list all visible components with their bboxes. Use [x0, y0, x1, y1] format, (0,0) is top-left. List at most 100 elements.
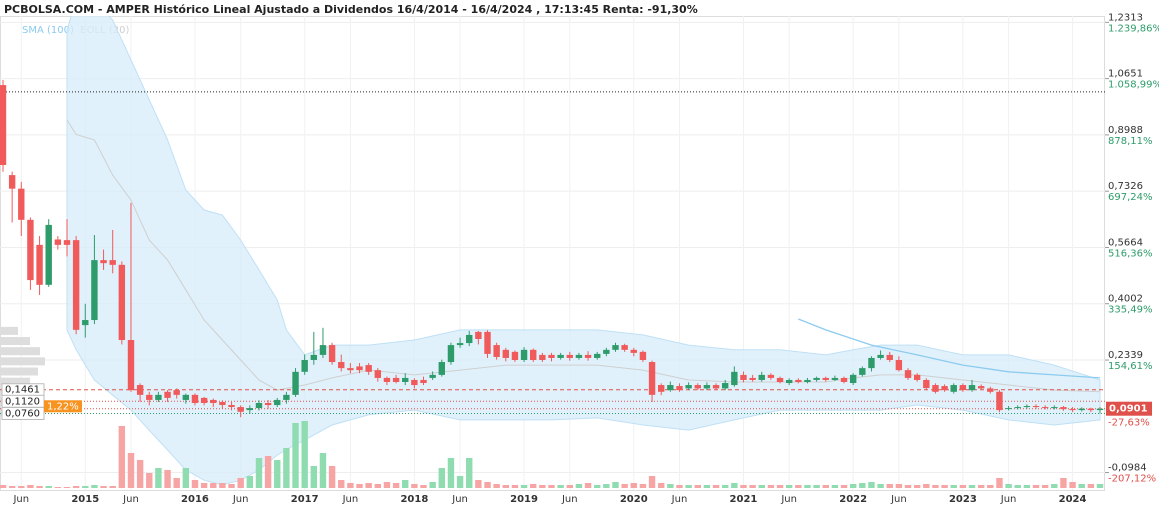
candle-body — [831, 377, 839, 380]
x-tick-label: Jun — [1000, 494, 1017, 505]
volume-bar — [383, 482, 391, 488]
candle-body — [1005, 408, 1012, 410]
volume-bar — [557, 485, 564, 488]
candle-body — [447, 345, 455, 363]
volume-bar — [530, 484, 537, 488]
candle-body — [594, 353, 601, 358]
candle-body — [27, 219, 34, 281]
candle-body — [356, 366, 363, 371]
volume-bar — [932, 485, 939, 488]
candle-body — [264, 402, 272, 406]
volume-bar — [731, 483, 738, 488]
candle-body — [895, 359, 903, 371]
candle-body — [612, 345, 619, 350]
candle-body — [210, 399, 217, 403]
volume-bar — [712, 485, 720, 488]
y-tick-return: 154,61% — [1108, 361, 1153, 372]
candle-body — [45, 224, 52, 285]
volume-bar — [511, 485, 519, 488]
candle-body — [164, 391, 171, 398]
volume-bar — [493, 484, 500, 488]
candle-body — [0, 85, 7, 165]
candle-body — [639, 351, 647, 360]
ref-label: 0,1461 — [5, 385, 40, 396]
candle-body — [932, 385, 939, 392]
volume-bar — [274, 460, 281, 488]
volume-bar — [822, 485, 829, 488]
candle-body — [877, 354, 884, 358]
volume-profile-bar — [0, 377, 30, 386]
candle-body — [511, 351, 519, 360]
x-tick-label: Jun — [12, 494, 29, 505]
volume-profile-bar — [0, 326, 18, 335]
x-tick-label: Jun — [122, 494, 139, 505]
x-tick-label: 2023 — [949, 494, 977, 505]
candle-body — [795, 379, 802, 382]
volume-bar — [365, 483, 372, 488]
volume-bar — [813, 485, 820, 488]
volume-bar — [146, 473, 153, 488]
candle-body — [328, 345, 336, 363]
volume-bar — [264, 456, 272, 488]
volume-bar — [575, 484, 583, 488]
volume-bar — [237, 478, 244, 488]
volume-bar — [630, 483, 637, 488]
candle-body — [36, 244, 43, 285]
candle-body — [785, 379, 793, 384]
volume-bar — [840, 485, 848, 488]
x-tick-label: Jun — [451, 494, 468, 505]
candle-body — [1069, 409, 1076, 411]
y-tick-label: 0,7326 — [1108, 181, 1143, 192]
candle-body — [429, 374, 436, 378]
candle-body — [685, 385, 692, 389]
ref-label-box — [1, 406, 45, 420]
candle-body — [904, 370, 912, 378]
x-tick-label: 2017 — [291, 494, 319, 505]
candle-body — [200, 397, 208, 403]
volume-bar — [54, 487, 62, 488]
volume-bar — [292, 423, 299, 488]
volume-bar — [1096, 484, 1104, 488]
candle-body — [228, 405, 235, 408]
candle-body — [8, 175, 16, 189]
volume-bar — [72, 486, 80, 488]
candle-body — [374, 370, 382, 378]
candle-body — [1087, 408, 1095, 411]
ref-label: 0,1120 — [5, 396, 40, 407]
volume-bar — [63, 487, 71, 488]
volume-profile-bar — [0, 347, 40, 356]
volume-profile-bar — [0, 337, 30, 346]
candle-body — [575, 354, 583, 358]
candle-body — [840, 377, 848, 382]
candle-body — [968, 385, 976, 391]
candle-body — [456, 343, 464, 346]
x-tick-label: Jun — [342, 494, 359, 505]
x-tick-label: 2024 — [1059, 494, 1087, 505]
candle-body — [420, 379, 427, 384]
volume-bar — [1078, 484, 1085, 488]
candle-body — [776, 377, 784, 382]
candle-body — [740, 374, 747, 380]
volume-bar — [941, 485, 948, 488]
candle-body — [694, 385, 701, 389]
change-tag: 1,22% — [47, 401, 79, 412]
volume-bar — [155, 468, 162, 488]
x-tick-label: Jun — [890, 494, 907, 505]
y-tick-return: 878,11% — [1108, 136, 1153, 147]
candle-body — [72, 240, 80, 330]
volume-bar — [859, 483, 866, 488]
volume-bar — [8, 486, 16, 488]
volume-bar — [1069, 482, 1076, 488]
volume-bar — [1023, 485, 1031, 488]
volume-bar — [520, 485, 528, 488]
candle-body — [987, 388, 994, 392]
volume-bar — [328, 466, 336, 488]
candle-body — [950, 385, 957, 392]
volume-bar — [310, 466, 318, 488]
candle-body — [283, 394, 290, 400]
volume-bar — [1032, 485, 1040, 488]
volume-bar — [438, 468, 445, 488]
candle-body — [475, 331, 482, 339]
candle-body — [749, 377, 756, 380]
candle-body — [466, 334, 473, 344]
